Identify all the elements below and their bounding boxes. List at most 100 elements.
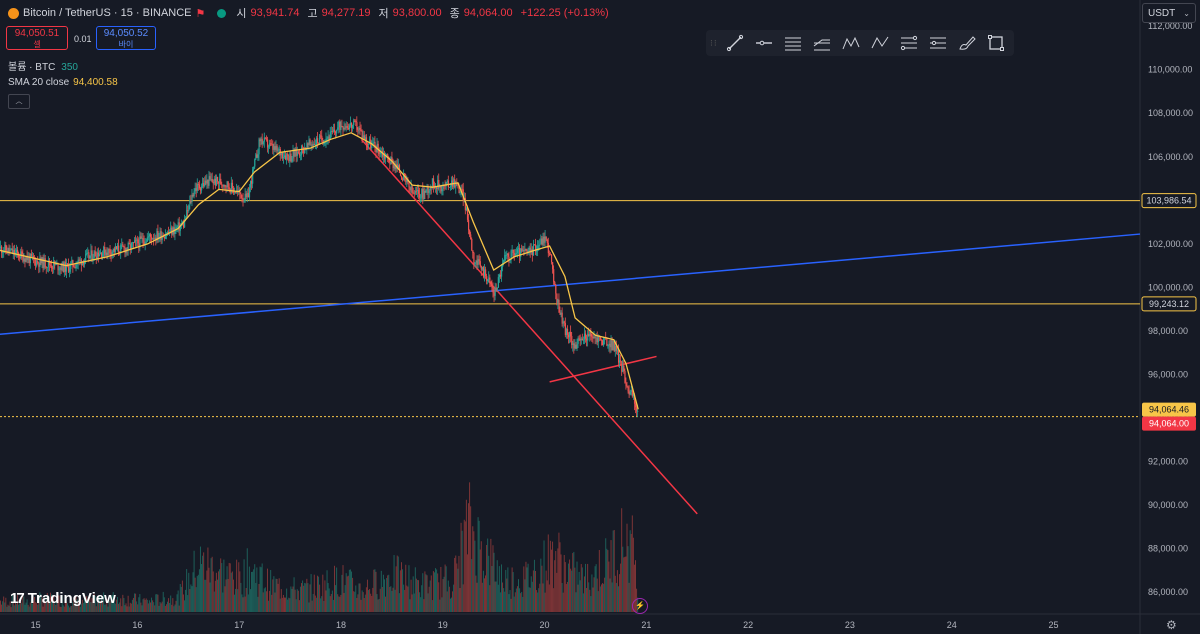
candle-body bbox=[391, 157, 393, 161]
volume-bar bbox=[430, 575, 432, 612]
candle-body bbox=[436, 186, 438, 189]
volume-bar bbox=[21, 603, 23, 612]
lightning-icon[interactable]: ⚡ bbox=[632, 598, 648, 614]
volume-bar bbox=[595, 564, 597, 612]
volume-bar bbox=[127, 595, 129, 612]
candle-body bbox=[130, 242, 133, 250]
volume-bar bbox=[79, 606, 81, 612]
volume-bar bbox=[227, 578, 229, 612]
trend-line-icon[interactable] bbox=[724, 33, 746, 53]
volume-bar bbox=[498, 566, 500, 612]
volume-bar bbox=[42, 606, 44, 612]
candle-body bbox=[315, 138, 318, 145]
volume-bar bbox=[321, 596, 323, 612]
candle-body bbox=[140, 236, 142, 239]
volume-bar bbox=[67, 603, 69, 612]
volume-bar bbox=[176, 594, 178, 612]
candle-body bbox=[394, 165, 396, 170]
close-label: 종 bbox=[449, 8, 460, 20]
volume-bar bbox=[540, 558, 542, 612]
tradingview-logo[interactable]: 17 TradingView bbox=[10, 590, 116, 607]
volume-bar bbox=[303, 585, 305, 612]
volume-bar bbox=[295, 599, 297, 612]
candle-body bbox=[204, 180, 206, 187]
volume-legend[interactable]: 볼륨 · BTC 350 bbox=[8, 58, 78, 73]
volume-bar bbox=[624, 556, 626, 612]
candle-body bbox=[453, 179, 455, 187]
x-tick-label: 16 bbox=[132, 620, 142, 630]
volume-bar bbox=[481, 582, 483, 612]
fib-extension-icon[interactable] bbox=[927, 33, 949, 53]
symbol-title[interactable]: Bitcoin / TetherUS · 15 · BINANCE bbox=[23, 7, 192, 19]
candle-body bbox=[59, 267, 61, 270]
volume-label: 볼륨 · BTC bbox=[8, 62, 56, 73]
volume-bar bbox=[306, 578, 308, 612]
volume-bar bbox=[117, 597, 119, 612]
candle-body bbox=[396, 164, 398, 168]
candle-body bbox=[308, 139, 310, 145]
candle-body bbox=[590, 331, 592, 337]
candle-body bbox=[491, 286, 493, 288]
candle-body bbox=[144, 242, 146, 245]
volume-bar bbox=[90, 602, 92, 612]
volume-bar bbox=[323, 600, 325, 612]
volume-bar bbox=[509, 590, 511, 612]
volume-bar bbox=[539, 583, 541, 612]
candle-body bbox=[612, 341, 614, 351]
candle-body bbox=[637, 410, 639, 412]
gear-icon[interactable]: ⚙ bbox=[1166, 618, 1177, 632]
volume-bar bbox=[392, 587, 394, 612]
volume-bar bbox=[510, 598, 512, 612]
candle-body bbox=[499, 274, 502, 277]
volume-bar bbox=[629, 530, 631, 612]
candle-body bbox=[168, 231, 170, 233]
drag-handle-icon[interactable]: ⁝⁝ bbox=[710, 38, 718, 48]
candle-body bbox=[303, 147, 305, 153]
volume-bar bbox=[276, 579, 278, 612]
horizontal-ray-icon[interactable] bbox=[753, 33, 775, 53]
candle-body bbox=[7, 247, 9, 254]
volume-bar bbox=[403, 584, 405, 612]
volume-bar bbox=[531, 581, 533, 612]
chevron-up-icon[interactable]: ︿ bbox=[8, 94, 30, 109]
volume-bar bbox=[61, 595, 63, 612]
y-tick-label: 112,000.00 bbox=[1148, 21, 1192, 31]
abcd-pattern-icon[interactable] bbox=[869, 33, 891, 53]
regression-channel-icon[interactable] bbox=[811, 33, 833, 53]
volume-bar bbox=[395, 566, 397, 612]
volume-bar bbox=[436, 569, 438, 612]
xabcd-pattern-icon[interactable] bbox=[840, 33, 862, 53]
buy-button[interactable]: 94,050.52 바이 bbox=[96, 26, 156, 50]
candle-body bbox=[504, 255, 506, 261]
candle-body bbox=[497, 277, 499, 288]
sell-button[interactable]: 94,050.51 셀 bbox=[6, 26, 68, 50]
volume-bar bbox=[399, 570, 401, 612]
candle-body bbox=[213, 178, 215, 184]
candle-body bbox=[471, 238, 473, 251]
volume-bar bbox=[545, 570, 547, 612]
candle-body bbox=[470, 234, 472, 239]
candle-body bbox=[241, 198, 243, 200]
volume-bar bbox=[52, 600, 54, 612]
candle-body bbox=[327, 136, 329, 139]
candle-body bbox=[98, 254, 101, 257]
candle-body bbox=[208, 176, 210, 186]
volume-bar bbox=[2, 601, 4, 612]
volume-value: 350 bbox=[61, 62, 78, 73]
candle-body bbox=[474, 262, 476, 264]
candle-body bbox=[388, 157, 390, 163]
sma-legend[interactable]: SMA 20 close 94,400.58 bbox=[8, 77, 118, 88]
parallel-channel-icon[interactable] bbox=[782, 33, 804, 53]
volume-bar bbox=[562, 592, 564, 612]
volume-bar bbox=[182, 594, 184, 612]
candle-body bbox=[596, 337, 598, 343]
currency-select[interactable]: USDT ⌄ bbox=[1142, 3, 1196, 23]
flag-icon[interactable]: ⚑ bbox=[195, 7, 206, 20]
fib-retracement-icon[interactable] bbox=[898, 33, 920, 53]
volume-bar bbox=[235, 588, 237, 612]
brush-icon[interactable] bbox=[956, 33, 978, 53]
rectangle-icon[interactable] bbox=[985, 33, 1007, 53]
volume-bar bbox=[249, 589, 251, 612]
candle-body bbox=[197, 183, 200, 185]
